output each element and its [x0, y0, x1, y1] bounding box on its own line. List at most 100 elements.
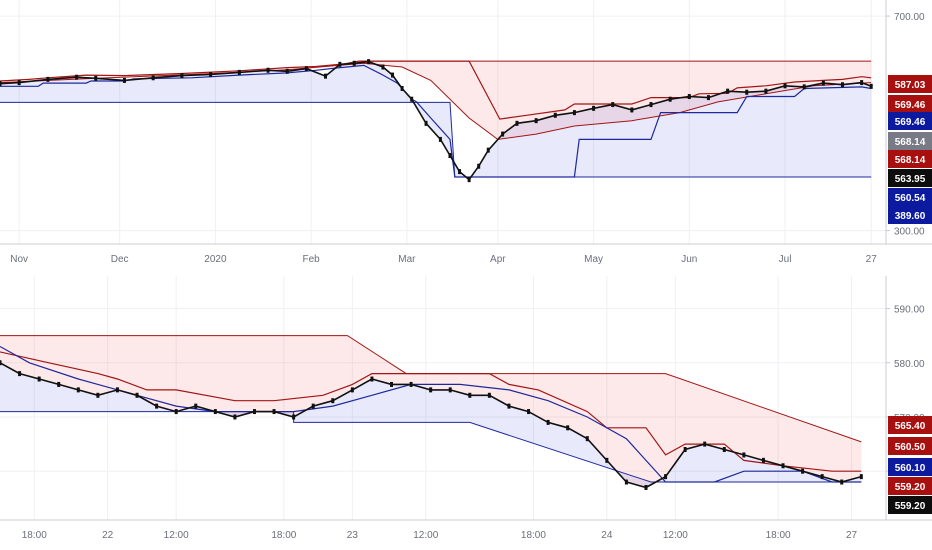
price-candle[interactable] — [664, 474, 668, 480]
price-candle[interactable] — [75, 74, 79, 80]
price-candle[interactable] — [292, 414, 296, 420]
price-candle[interactable] — [94, 75, 98, 81]
series-line-upper[interactable] — [0, 351, 862, 472]
price-candle[interactable] — [764, 88, 768, 94]
price-candle[interactable] — [135, 392, 139, 398]
price-candle[interactable] — [467, 177, 471, 183]
price-candle[interactable] — [703, 441, 707, 447]
price-candle[interactable] — [46, 76, 50, 82]
price-candle[interactable] — [122, 77, 126, 83]
price-candle[interactable] — [802, 84, 806, 90]
price-candle[interactable] — [487, 392, 491, 398]
price-candle[interactable] — [155, 403, 159, 409]
price-candle[interactable] — [151, 75, 155, 81]
series-line-lower[interactable] — [0, 345, 862, 483]
price-candle[interactable] — [350, 387, 354, 393]
price-candle[interactable] — [367, 59, 371, 65]
price-candle[interactable] — [304, 66, 308, 72]
price-candle[interactable] — [869, 83, 873, 89]
price-candle[interactable] — [438, 136, 442, 142]
price-candle[interactable] — [338, 61, 342, 67]
price-candle[interactable] — [285, 68, 289, 74]
price-candle[interactable] — [429, 387, 433, 393]
price-candle[interactable] — [233, 414, 237, 420]
price-candle[interactable] — [17, 80, 21, 86]
price-candle[interactable] — [410, 96, 414, 102]
price-candle[interactable] — [742, 452, 746, 458]
price-candle[interactable] — [820, 474, 824, 480]
price-candle[interactable] — [572, 110, 576, 116]
price-candle[interactable] — [683, 447, 687, 453]
price-candle[interactable] — [272, 409, 276, 415]
bottom-price-panel[interactable]: 590.00580.00570.00560.0018:002212:0018:0… — [0, 276, 932, 541]
price-candle[interactable] — [722, 447, 726, 453]
price-candle[interactable] — [194, 403, 198, 409]
price-candle[interactable] — [180, 73, 184, 79]
price-candle[interactable] — [592, 105, 596, 111]
price-candle[interactable] — [209, 72, 213, 78]
price-candle[interactable] — [352, 60, 356, 66]
price-candle[interactable] — [605, 457, 609, 463]
price-candle[interactable] — [174, 409, 178, 415]
price-candle[interactable] — [448, 153, 452, 159]
price-candle[interactable] — [649, 102, 653, 108]
price-candle[interactable] — [115, 387, 119, 393]
price-candle[interactable] — [18, 371, 22, 377]
top-price-panel[interactable]: 700.00 300.00 Nov Dec 2020 Feb Mar Apr May Jun Jul… — [0, 0, 932, 265]
price-candle[interactable] — [527, 409, 531, 415]
price-candle[interactable] — [96, 392, 100, 398]
price-candle[interactable] — [501, 131, 505, 137]
price-candle[interactable] — [801, 468, 805, 474]
price-candle[interactable] — [486, 147, 490, 153]
price-candle[interactable] — [477, 163, 481, 169]
price-candle[interactable] — [213, 409, 217, 415]
series-line-upper[interactable] — [0, 60, 872, 120]
price-candle[interactable] — [630, 107, 634, 113]
price-candle[interactable] — [266, 67, 270, 73]
price-candle[interactable] — [424, 120, 428, 126]
price-candle[interactable] — [448, 387, 452, 393]
price-candle[interactable] — [331, 398, 335, 404]
price-candle[interactable] — [76, 387, 80, 393]
price-candle[interactable] — [546, 419, 550, 425]
price-candle[interactable] — [821, 80, 825, 86]
price-candle[interactable] — [840, 82, 844, 88]
price-candle[interactable] — [507, 403, 511, 409]
price-candle[interactable] — [611, 102, 615, 108]
price-candle[interactable] — [515, 120, 519, 126]
price-candle[interactable] — [409, 381, 413, 387]
price-candle[interactable] — [687, 94, 691, 100]
price-candle[interactable] — [381, 64, 385, 70]
price-candle[interactable] — [706, 95, 710, 101]
price-candle[interactable] — [237, 69, 241, 75]
price-candle[interactable] — [585, 436, 589, 442]
price-candle[interactable] — [370, 376, 374, 382]
price-candle[interactable] — [860, 80, 864, 86]
series-line-band-upper-step[interactable] — [0, 335, 862, 443]
price-candle[interactable] — [458, 169, 462, 175]
price-candle[interactable] — [57, 381, 61, 387]
price-candle[interactable] — [0, 360, 2, 366]
price-candle[interactable] — [745, 89, 749, 95]
price-candle[interactable] — [840, 479, 844, 485]
price-candle[interactable] — [783, 83, 787, 89]
price-candle[interactable] — [390, 381, 394, 387]
price-candle[interactable] — [726, 88, 730, 94]
price-candle[interactable] — [468, 392, 472, 398]
price-candle[interactable] — [624, 479, 628, 485]
price-candle[interactable] — [566, 425, 570, 431]
price-candle[interactable] — [311, 403, 315, 409]
price-candle[interactable] — [761, 457, 765, 463]
price-candle[interactable] — [400, 85, 404, 91]
price-candle[interactable] — [391, 72, 395, 78]
price-candle[interactable] — [37, 376, 41, 382]
price-candle[interactable] — [553, 112, 557, 118]
price-candle[interactable] — [0, 81, 2, 87]
price-candle[interactable] — [534, 118, 538, 124]
price-candle[interactable] — [859, 474, 863, 480]
price-candle[interactable] — [324, 73, 328, 79]
price-candle[interactable] — [781, 463, 785, 469]
price-candle[interactable] — [644, 484, 648, 490]
price-candle[interactable] — [668, 96, 672, 102]
